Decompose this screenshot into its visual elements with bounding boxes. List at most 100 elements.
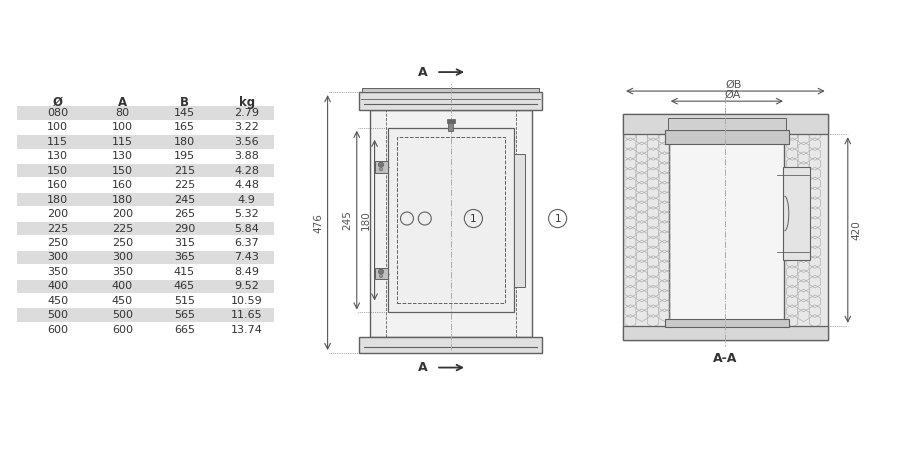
Text: Ø: Ø [52, 96, 63, 108]
Text: 350: 350 [47, 267, 68, 277]
Text: 400: 400 [47, 281, 68, 291]
Text: 225: 225 [47, 224, 68, 234]
Bar [359, 92, 542, 110]
Text: 160: 160 [47, 180, 68, 190]
Text: 11.65: 11.65 [230, 310, 263, 320]
Circle shape [379, 269, 383, 274]
Text: 80: 80 [115, 108, 130, 118]
Text: 500: 500 [47, 310, 68, 320]
Text: 3.88: 3.88 [234, 151, 259, 161]
Text: 250: 250 [47, 238, 68, 248]
Circle shape [380, 274, 382, 278]
Bar [388, 128, 514, 312]
Text: 515: 515 [174, 296, 195, 306]
Bar [397, 137, 505, 303]
Text: A: A [418, 361, 428, 374]
Bar [514, 154, 526, 287]
Text: 300: 300 [47, 252, 68, 262]
Text: 6.37: 6.37 [234, 238, 259, 248]
Bar [17, 193, 274, 206]
Text: 476: 476 [313, 213, 323, 233]
Text: 245: 245 [343, 210, 353, 230]
Text: 165: 165 [174, 122, 195, 132]
Text: 200: 200 [47, 209, 68, 219]
Text: 465: 465 [174, 281, 195, 291]
Text: 8.49: 8.49 [234, 267, 259, 277]
Text: 245: 245 [174, 194, 195, 205]
Text: 160: 160 [112, 180, 133, 190]
Text: 365: 365 [174, 252, 195, 262]
Text: 10.59: 10.59 [230, 296, 263, 306]
Text: 9.52: 9.52 [234, 281, 259, 291]
Text: 115: 115 [112, 137, 133, 147]
Text: A-A: A-A [713, 351, 738, 364]
Text: A: A [118, 96, 127, 108]
Text: 150: 150 [47, 166, 68, 176]
Text: 180: 180 [361, 210, 371, 230]
Text: 13.74: 13.74 [230, 324, 263, 335]
Text: ØA: ØA [724, 90, 741, 100]
Text: 225: 225 [174, 180, 195, 190]
Bar [359, 337, 542, 353]
Text: 180: 180 [174, 137, 195, 147]
Text: 600: 600 [47, 324, 68, 335]
Text: 100: 100 [47, 122, 68, 132]
Bar [448, 120, 454, 131]
Bar [17, 279, 274, 293]
Bar [665, 319, 788, 327]
Bar [17, 222, 274, 235]
Bar [375, 161, 388, 172]
Text: 500: 500 [112, 310, 133, 320]
Circle shape [380, 168, 382, 171]
Text: 225: 225 [112, 224, 133, 234]
Bar [783, 167, 810, 260]
Bar [623, 114, 828, 340]
Text: 5.84: 5.84 [234, 224, 259, 234]
Text: 3.56: 3.56 [234, 137, 259, 147]
Text: 200: 200 [112, 209, 133, 219]
Bar [362, 88, 539, 92]
Text: 250: 250 [112, 238, 133, 248]
Text: 2.79: 2.79 [234, 108, 259, 118]
Text: 420: 420 [851, 220, 861, 240]
Bar [17, 251, 274, 264]
Bar [375, 268, 388, 279]
Text: 195: 195 [174, 151, 195, 161]
Text: 130: 130 [47, 151, 68, 161]
Text: 4.48: 4.48 [234, 180, 259, 190]
Text: 565: 565 [174, 310, 195, 320]
Text: 215: 215 [174, 166, 195, 176]
Text: B: B [180, 96, 189, 108]
Text: 665: 665 [174, 324, 195, 335]
Text: 1: 1 [470, 213, 477, 224]
Text: 300: 300 [112, 252, 133, 262]
Text: 450: 450 [47, 296, 68, 306]
Text: 315: 315 [174, 238, 195, 248]
Text: 130: 130 [112, 151, 133, 161]
Text: 7.43: 7.43 [234, 252, 259, 262]
Text: 1: 1 [554, 213, 561, 224]
Text: 150: 150 [112, 166, 133, 176]
Text: 100: 100 [112, 122, 133, 132]
Text: 415: 415 [174, 267, 195, 277]
Bar [623, 326, 828, 340]
Text: 600: 600 [112, 324, 133, 335]
Text: 3.22: 3.22 [234, 122, 259, 132]
Bar [665, 130, 788, 144]
Bar [670, 134, 785, 326]
Bar [668, 118, 786, 130]
Text: 4.9: 4.9 [238, 194, 256, 205]
Text: kg: kg [238, 96, 255, 108]
Text: 115: 115 [47, 137, 68, 147]
Text: 4.28: 4.28 [234, 166, 259, 176]
Text: 180: 180 [47, 194, 68, 205]
Text: 400: 400 [112, 281, 133, 291]
Bar [446, 119, 454, 123]
Bar [17, 135, 274, 148]
Circle shape [379, 162, 383, 167]
Text: 5.32: 5.32 [234, 209, 259, 219]
Text: 145: 145 [174, 108, 195, 118]
Bar [623, 114, 828, 134]
Text: 080: 080 [47, 108, 68, 118]
Bar [17, 164, 274, 177]
